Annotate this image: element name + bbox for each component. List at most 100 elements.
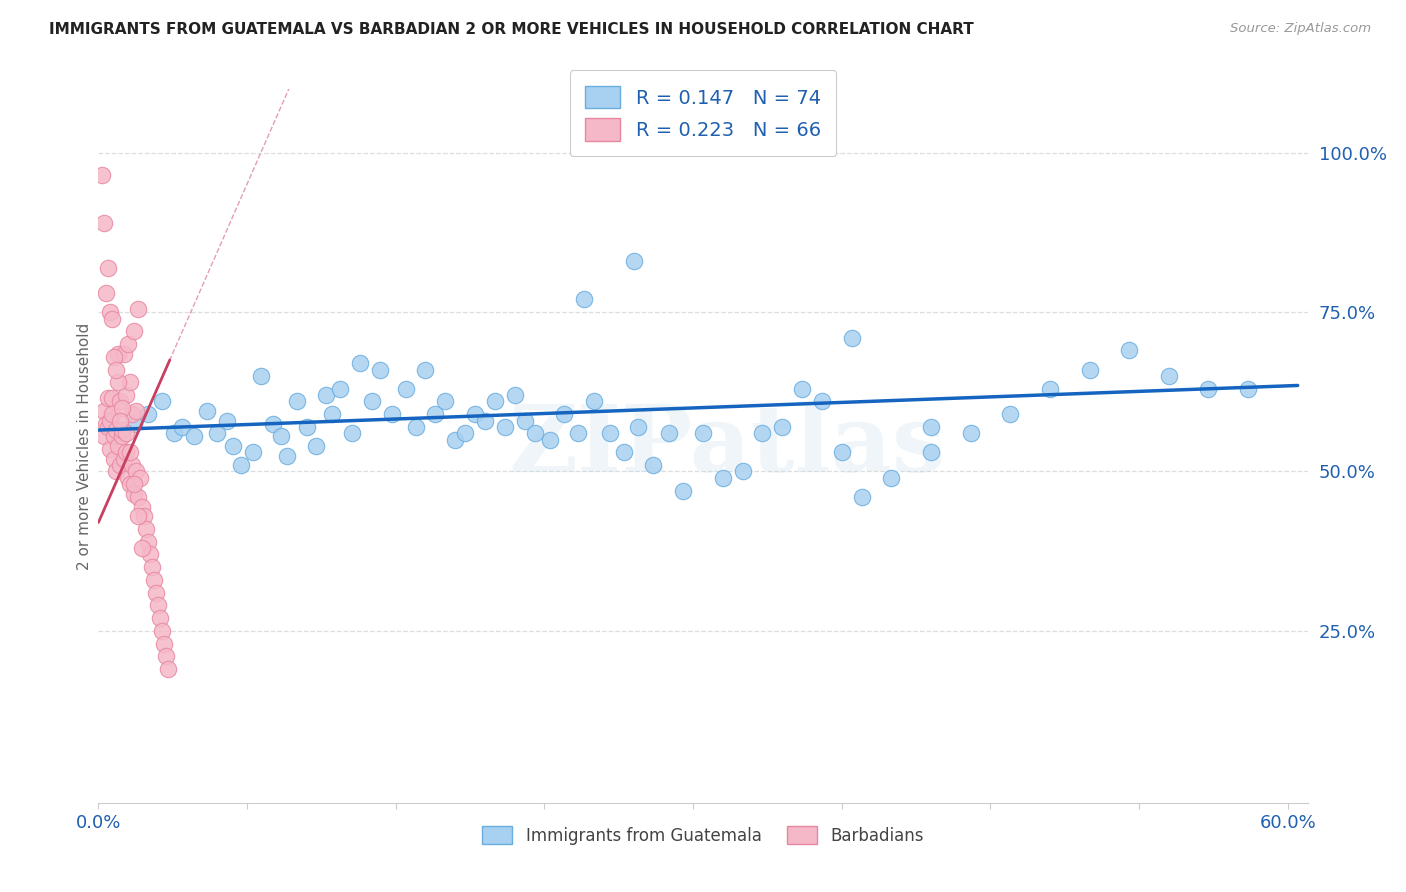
Point — [97, 391, 120, 405]
Point — [1237, 382, 1260, 396]
Point — [613, 445, 636, 459]
Point — [111, 401, 134, 415]
Point — [115, 445, 138, 459]
Point — [538, 433, 561, 447]
Point — [170, 420, 193, 434]
Point — [231, 458, 253, 472]
Point — [464, 407, 486, 421]
Point — [444, 433, 467, 447]
Point — [98, 442, 121, 457]
Point — [122, 487, 145, 501]
Point — [101, 391, 124, 405]
Point — [105, 362, 128, 376]
Point — [503, 388, 526, 402]
Point — [790, 382, 813, 396]
Point — [582, 394, 605, 409]
Point — [405, 420, 427, 434]
Point — [115, 388, 138, 402]
Point — [132, 509, 155, 524]
Point — [207, 426, 229, 441]
Point — [454, 426, 477, 441]
Point — [731, 465, 754, 479]
Point — [222, 439, 245, 453]
Point — [349, 356, 371, 370]
Point — [841, 331, 863, 345]
Point — [599, 426, 621, 441]
Point — [513, 413, 536, 427]
Point — [107, 376, 129, 390]
Point — [315, 388, 337, 402]
Point — [276, 449, 298, 463]
Point — [395, 382, 418, 396]
Point — [112, 346, 135, 360]
Point — [751, 426, 773, 441]
Point — [97, 420, 120, 434]
Point — [107, 439, 129, 453]
Point — [131, 541, 153, 555]
Point — [329, 382, 352, 396]
Point — [103, 350, 125, 364]
Point — [122, 417, 145, 431]
Point — [101, 407, 124, 421]
Point — [91, 168, 114, 182]
Point — [149, 611, 172, 625]
Point — [217, 413, 239, 427]
Point — [117, 337, 139, 351]
Point — [135, 522, 157, 536]
Point — [127, 509, 149, 524]
Point — [96, 417, 118, 431]
Point — [572, 293, 595, 307]
Point — [121, 458, 143, 472]
Point — [136, 534, 159, 549]
Point — [141, 560, 163, 574]
Point — [115, 426, 138, 441]
Point — [643, 458, 665, 472]
Point — [1078, 362, 1101, 376]
Point — [107, 346, 129, 360]
Point — [381, 407, 404, 421]
Point — [831, 445, 853, 459]
Point — [103, 429, 125, 443]
Text: Source: ZipAtlas.com: Source: ZipAtlas.com — [1230, 22, 1371, 36]
Point — [103, 451, 125, 466]
Point — [484, 394, 506, 409]
Point — [127, 490, 149, 504]
Point — [98, 413, 121, 427]
Point — [139, 547, 162, 561]
Point — [98, 305, 121, 319]
Point — [658, 426, 681, 441]
Point — [117, 471, 139, 485]
Point — [93, 216, 115, 230]
Point — [101, 311, 124, 326]
Point — [112, 451, 135, 466]
Point — [125, 465, 148, 479]
Point — [340, 426, 363, 441]
Point — [150, 624, 173, 638]
Point — [880, 471, 903, 485]
Point — [368, 362, 391, 376]
Point — [361, 394, 384, 409]
Point — [163, 426, 186, 441]
Point — [1000, 407, 1022, 421]
Point — [111, 423, 134, 437]
Point — [120, 477, 142, 491]
Point — [131, 500, 153, 514]
Point — [120, 445, 142, 459]
Point — [295, 420, 318, 434]
Point — [155, 649, 177, 664]
Point — [93, 429, 115, 443]
Legend: Immigrants from Guatemala, Barbadians: Immigrants from Guatemala, Barbadians — [475, 820, 931, 852]
Point — [851, 490, 873, 504]
Point — [121, 407, 143, 421]
Text: IMMIGRANTS FROM GUATEMALA VS BARBADIAN 2 OR MORE VEHICLES IN HOUSEHOLD CORRELATI: IMMIGRANTS FROM GUATEMALA VS BARBADIAN 2… — [49, 22, 974, 37]
Point — [1157, 368, 1180, 383]
Point — [242, 445, 264, 459]
Point — [321, 407, 343, 421]
Point — [183, 429, 205, 443]
Point — [434, 394, 457, 409]
Point — [145, 585, 167, 599]
Point — [1198, 382, 1220, 396]
Point — [305, 439, 328, 453]
Point — [270, 429, 292, 443]
Point — [425, 407, 447, 421]
